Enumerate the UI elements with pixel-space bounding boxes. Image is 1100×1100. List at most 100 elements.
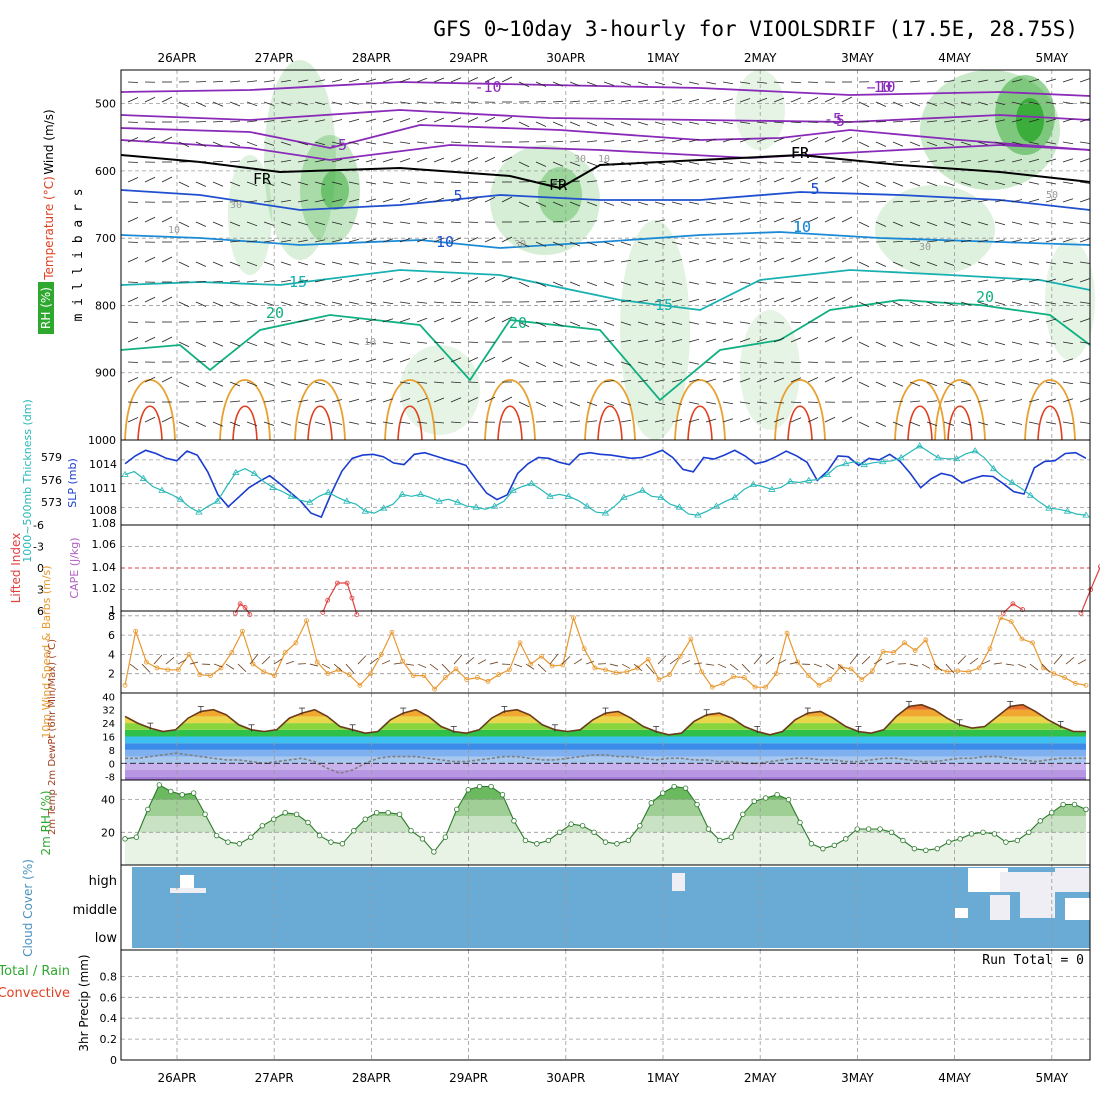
upper-wind-barb — [722, 161, 734, 165]
upper-wind-barb — [858, 421, 870, 428]
thickness-marker — [1082, 511, 1090, 518]
upper-wind-barb — [756, 97, 768, 103]
upper-wind-barb — [382, 181, 394, 185]
upper-wind-barb — [926, 341, 938, 347]
upper-wind-barb — [586, 121, 598, 127]
upper-wind-barb — [314, 301, 326, 306]
upper-wind-barb — [229, 320, 241, 323]
hot-loop-8 — [907, 405, 933, 441]
upper-wind-barb — [161, 336, 173, 343]
upper-wind-barb — [484, 356, 496, 363]
contour-label: 15 — [289, 273, 307, 291]
upper-wind-barb — [620, 299, 632, 303]
rh2m-point — [522, 837, 529, 844]
upper-wind-barb — [892, 240, 904, 243]
upper-wind-barb — [314, 221, 326, 226]
upper-wind-barb — [535, 401, 547, 407]
upper-wind-barb — [994, 101, 1006, 106]
wind10-barb — [177, 659, 187, 665]
upper-wind-barb — [1028, 398, 1040, 403]
wind10-barb — [933, 663, 943, 672]
upper-wind-barb — [297, 381, 309, 386]
wind10-barb — [957, 655, 967, 665]
upper-wind-barb — [331, 239, 343, 243]
cloud-gap-1 — [170, 888, 206, 893]
wind10-point — [805, 673, 811, 679]
rh2m-point — [145, 806, 151, 813]
rh2m-point — [236, 841, 243, 847]
wind10-line — [124, 615, 1087, 691]
rh2m-point — [785, 796, 792, 803]
upper-wind-barb — [603, 380, 615, 383]
upper-wind-barb — [807, 161, 819, 163]
upper-wind-barb — [518, 81, 530, 88]
upper-wind-barb — [977, 221, 989, 226]
wind10-point — [250, 661, 256, 667]
precip-tick-label: 0.6 — [100, 991, 118, 1004]
upper-wind-barb — [161, 376, 173, 383]
upper-wind-barb — [620, 81, 632, 86]
isotherm-10 — [120, 231, 1091, 249]
upper-wind-barb — [637, 179, 649, 183]
thickness-marker — [158, 486, 166, 493]
cape-tick-label: 1.08 — [92, 517, 117, 530]
upper-wind-barb — [569, 201, 581, 207]
upper-wind-barb — [212, 101, 224, 107]
upper-wind-barb — [858, 141, 870, 148]
upper-wind-barb — [552, 340, 564, 343]
upper-wind-barb — [892, 181, 904, 187]
warm-loop-6 — [674, 379, 726, 441]
upper-wind-barb — [246, 181, 258, 187]
upper-wind-barb — [1079, 381, 1091, 384]
upper-wind-barb — [1079, 118, 1091, 123]
upper-wind-barb — [603, 121, 615, 126]
upper-wind-barb — [807, 377, 819, 383]
upper-wind-barb — [246, 381, 258, 387]
upper-wind-barb — [127, 377, 139, 383]
upper-wind-barb — [654, 361, 666, 366]
upper-wind-barb — [246, 141, 258, 147]
upper-wind-barb — [348, 341, 360, 345]
upper-wind-barb — [178, 141, 190, 148]
upper-wind-barb — [603, 241, 615, 246]
upper-wind-barb — [943, 341, 955, 346]
upper-wind-barb — [348, 358, 360, 363]
upper-wind-barb — [501, 76, 513, 83]
upper-wind-barb — [943, 261, 955, 266]
upper-wind-barb — [450, 301, 462, 304]
upper-wind-barb — [943, 221, 955, 226]
upper-wind-barb — [535, 221, 547, 223]
upper-wind-barb — [314, 79, 326, 83]
rh-band-1 — [125, 784, 1086, 816]
upper-wind-barb — [348, 158, 360, 163]
axis-label-wind: Wind (m/s) — [42, 109, 56, 174]
hot-loop-2 — [307, 405, 333, 441]
upper-wind-barb — [1011, 101, 1023, 105]
upper-wind-barb — [960, 319, 972, 323]
upper-wind-barb — [195, 421, 207, 427]
contour-label: 5 — [810, 180, 819, 198]
upper-wind-barb — [909, 160, 921, 163]
upper-wind-barb — [195, 261, 207, 267]
temp-tick-label: 40 — [102, 692, 115, 703]
upper-wind-barb — [1079, 158, 1091, 163]
upper-wind-barb — [603, 180, 615, 183]
upper-wind-barb — [229, 80, 241, 83]
upper-wind-barb — [892, 120, 904, 123]
upper-wind-barb — [909, 360, 921, 363]
rh-band-0 — [125, 784, 1086, 833]
upper-wind-barb — [365, 118, 377, 123]
upper-wind-barb — [297, 239, 309, 243]
upper-wind-barb — [807, 337, 819, 343]
upper-wind-barb — [671, 419, 683, 423]
hot-loop-7 — [787, 405, 813, 441]
upper-wind-barb — [263, 181, 275, 186]
upper-wind-barb — [977, 261, 989, 266]
upper-wind-barb — [127, 417, 139, 423]
upper-wind-barb — [314, 399, 326, 403]
upper-wind-barb — [960, 399, 972, 403]
upper-wind-barb — [569, 241, 581, 247]
upper-wind-barb — [1079, 341, 1091, 344]
upper-wind-barb — [246, 221, 258, 227]
wind10-point — [506, 667, 512, 673]
